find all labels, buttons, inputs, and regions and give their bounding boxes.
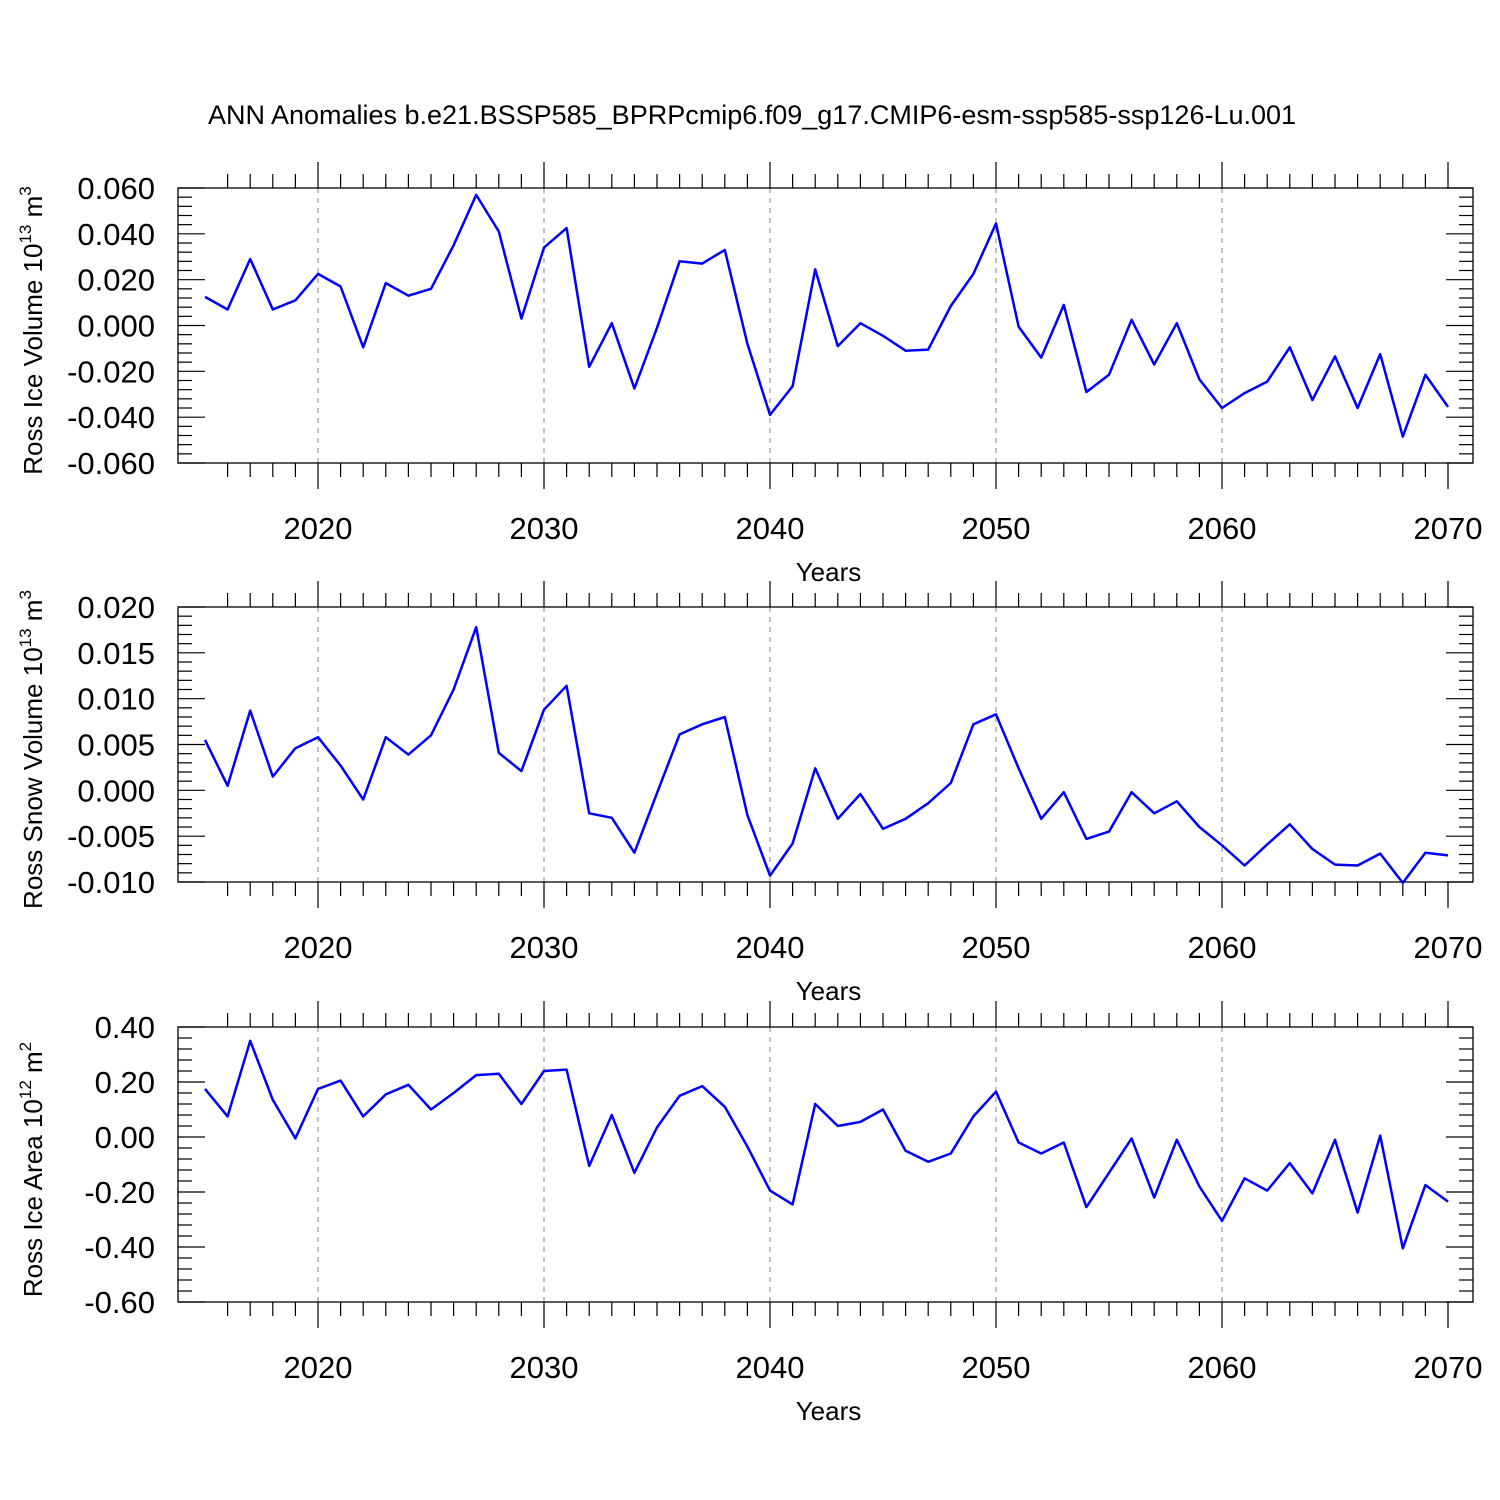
plot-frame	[177, 1026, 1474, 1303]
y-tick-label: -0.20	[84, 1175, 155, 1210]
y-tick-label: 0.015	[77, 636, 155, 671]
y-axis-label: Ross Ice Area 1012 m2	[16, 1042, 48, 1297]
y-tick-label: -0.010	[67, 865, 155, 900]
y-tick-label: -0.60	[84, 1285, 155, 1320]
x-tick-label: 2040	[736, 511, 805, 546]
y-tick-label: 0.060	[77, 171, 155, 206]
x-tick-label: 2030	[510, 511, 579, 546]
series-line	[203, 625, 1449, 885]
x-tick-label: 2020	[284, 1350, 353, 1385]
x-tick-label: 2040	[736, 1350, 805, 1385]
y-tick-label: 0.020	[77, 263, 155, 298]
plot-frame	[177, 187, 1474, 464]
x-axis-label: Years	[796, 976, 862, 1006]
x-tick-label: 2020	[284, 930, 353, 965]
x-tick-label: 2020	[284, 511, 353, 546]
y-tick-label: 0.40	[95, 1010, 155, 1045]
x-tick-label: 2040	[736, 930, 805, 965]
y-tick-label: -0.005	[67, 819, 155, 854]
y-tick-label: -0.020	[67, 354, 155, 389]
y-tick-label: -0.040	[67, 400, 155, 435]
figure-title: ANN Anomalies b.e21.BSSP585_BPRPcmip6.f0…	[208, 100, 1296, 130]
x-axis-label: Years	[796, 1396, 862, 1426]
y-axis-label: Ross Ice Volume 1013 m3	[16, 186, 48, 475]
y-tick-label: 0.00	[95, 1120, 155, 1155]
y-tick-label: 0.000	[77, 773, 155, 808]
y-tick-label: 0.020	[77, 590, 155, 625]
y-tick-label: 0.010	[77, 682, 155, 717]
series-line	[204, 1039, 1449, 1250]
y-tick-label: 0.000	[77, 309, 155, 344]
panels: 2020 2030 2040 2050 2060 2070 Years 0.060 0.040 0…	[16, 162, 1482, 1426]
y-tick-label: 0.040	[77, 217, 155, 252]
x-tick-label: 2060	[1188, 1350, 1257, 1385]
x-tick-label: 2030	[510, 1350, 579, 1385]
series-line	[204, 193, 1450, 438]
x-tick-label: 2050	[962, 511, 1031, 546]
x-tick-label: 2030	[510, 930, 579, 965]
panel-2: 2020 2030 2040 2050 2060 2070 Years 0.020 0.015 0…	[16, 581, 1482, 1006]
y-tick-label: -0.40	[84, 1230, 155, 1265]
y-tick-label: 0.20	[95, 1065, 155, 1100]
panel-1: 2020 2030 2040 2050 2060 2070 Years 0.060 0.040 0…	[16, 162, 1482, 587]
y-tick-label: 0.005	[77, 728, 155, 763]
panel-3: 2020 2030 2040 2050 2060 2070 Years 0.40 0.20 0.0…	[16, 1001, 1482, 1426]
plot-frame	[177, 606, 1474, 883]
y-tick-label: -0.060	[67, 446, 155, 481]
x-tick-label: 2070	[1414, 1350, 1483, 1385]
x-tick-label: 2070	[1414, 511, 1483, 546]
x-tick-label: 2060	[1188, 930, 1257, 965]
y-axis-label: Ross Snow Volume 1013 m3	[16, 590, 48, 909]
x-tick-label: 2070	[1414, 930, 1483, 965]
x-tick-label: 2060	[1188, 511, 1257, 546]
x-axis-label: Years	[796, 557, 862, 587]
x-tick-label: 2050	[962, 1350, 1031, 1385]
x-tick-label: 2050	[962, 930, 1031, 965]
